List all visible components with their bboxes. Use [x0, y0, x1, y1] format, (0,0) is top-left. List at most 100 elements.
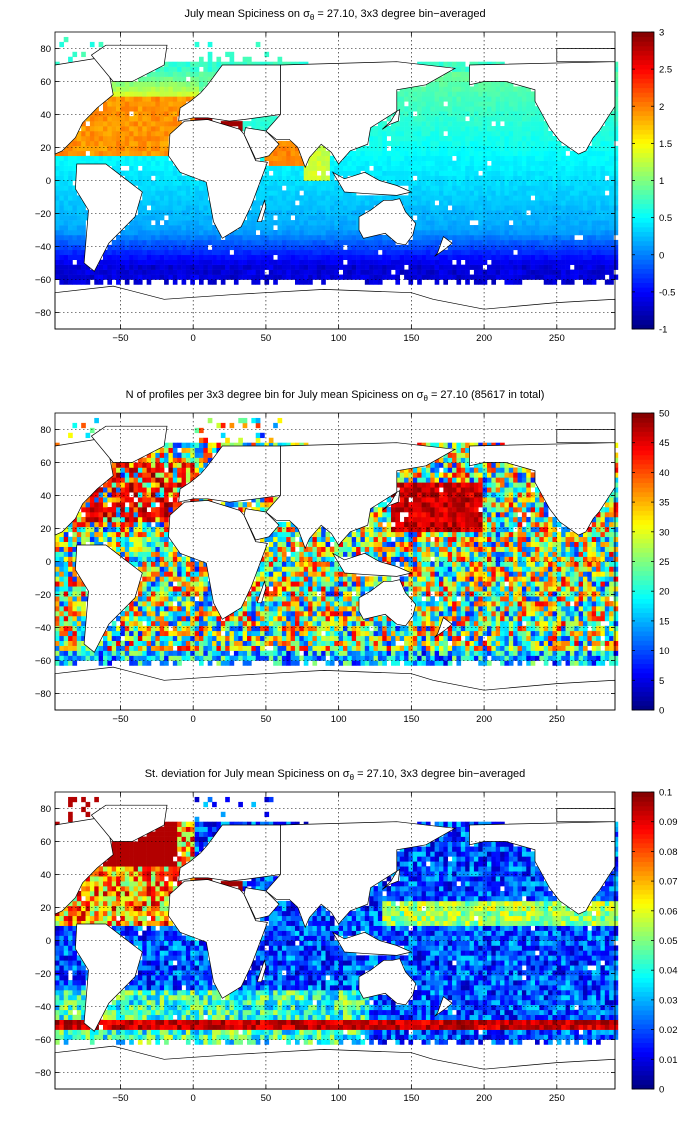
heatmap-cell: [491, 244, 497, 251]
heatmap-cell: [399, 135, 405, 142]
heatmap-cell: [164, 190, 169, 196]
heatmap-cell: [399, 111, 405, 117]
heatmap-cell: [373, 155, 379, 161]
heatmap-cell: [268, 180, 274, 186]
heatmap-cell: [168, 239, 174, 246]
heatmap-cell: [185, 225, 191, 231]
colorbar-segment: [632, 64, 654, 70]
heatmap-cell: [526, 234, 531, 241]
heatmap-cell: [264, 230, 270, 236]
heatmap-cell: [473, 210, 479, 216]
heatmap-cell: [242, 239, 248, 246]
heatmap-cell: [412, 259, 418, 265]
y-tick-label: −60: [35, 275, 51, 286]
heatmap-cell: [116, 140, 121, 147]
heatmap-cell: [552, 175, 558, 181]
heatmap-cell: [452, 111, 457, 117]
heatmap-cell: [142, 150, 147, 157]
heatmap-cell: [260, 640, 265, 646]
heatmap-cell: [425, 96, 431, 102]
heatmap-cell: [408, 140, 414, 147]
heatmap-cell: [373, 165, 379, 171]
heatmap-cell: [124, 150, 130, 157]
heatmap-cell: [120, 254, 126, 260]
heatmap-cell: [561, 160, 566, 166]
heatmap-cell: [491, 220, 497, 226]
heatmap-cell: [443, 150, 449, 157]
heatmap-cell: [321, 244, 326, 251]
heatmap-cell: [107, 640, 113, 646]
heatmap-cell: [504, 630, 510, 637]
heatmap-cell: [103, 640, 108, 646]
heatmap-cell: [81, 215, 86, 221]
heatmap-cell: [76, 220, 82, 226]
heatmap-cell: [207, 269, 213, 275]
heatmap-cell: [556, 180, 562, 186]
heatmap-cell: [107, 106, 113, 112]
heatmap-cell: [395, 625, 401, 632]
heatmap-cell: [517, 190, 523, 196]
heatmap-cell: [116, 630, 121, 637]
heatmap-cell: [386, 264, 392, 270]
heatmap-cell: [443, 249, 449, 256]
heatmap-cell: [85, 160, 91, 166]
heatmap-cell: [526, 96, 531, 102]
heatmap-cell: [399, 155, 405, 161]
heatmap-cell: [299, 254, 305, 260]
heatmap-cell: [190, 116, 195, 122]
heatmap-cell: [168, 185, 174, 191]
heatmap-cell: [539, 239, 545, 246]
heatmap-cell: [404, 170, 409, 176]
heatmap-cell: [613, 76, 619, 82]
heatmap-cell: [609, 269, 614, 275]
heatmap-cell: [412, 640, 418, 646]
heatmap-cell: [316, 234, 322, 241]
heatmap-cell: [133, 160, 139, 166]
heatmap-cell: [107, 145, 113, 152]
heatmap-cell: [146, 215, 152, 221]
heatmap-cell: [98, 135, 104, 142]
heatmap-cell: [159, 225, 165, 231]
heatmap-cell: [543, 645, 549, 651]
heatmap-cell: [137, 160, 143, 166]
heatmap-cell: [521, 234, 527, 241]
heatmap-cell: [334, 195, 339, 201]
heatmap-cell: [412, 210, 418, 216]
heatmap-cell: [404, 205, 409, 211]
colorbar-segment: [632, 254, 654, 260]
heatmap-cell: [548, 225, 553, 231]
heatmap-cell: [425, 126, 431, 132]
heatmap-cell: [260, 225, 265, 231]
heatmap-cell: [164, 225, 169, 231]
heatmap-cell: [168, 210, 174, 216]
heatmap-cell: [146, 244, 152, 251]
heatmap-cell: [604, 220, 610, 226]
heatmap-cell: [68, 259, 73, 265]
heatmap-cell: [609, 249, 614, 256]
heatmap-cell: [55, 244, 60, 251]
heatmap-cell: [521, 625, 527, 632]
heatmap-cell: [469, 640, 475, 646]
heatmap-cell: [539, 170, 545, 176]
heatmap-cell: [578, 640, 584, 646]
heatmap-cell: [425, 650, 431, 656]
heatmap-cell: [421, 239, 427, 246]
heatmap-cell: [177, 254, 182, 260]
heatmap-cell: [116, 121, 121, 127]
heatmap-cell: [565, 220, 571, 226]
heatmap-cell: [456, 131, 462, 137]
heatmap-cell: [63, 264, 69, 270]
heatmap-cell: [508, 225, 514, 231]
heatmap-cell: [561, 190, 566, 196]
heatmap-cell: [613, 195, 619, 201]
heatmap-cell: [260, 254, 265, 260]
heatmap-cell: [59, 195, 65, 201]
heatmap-cell: [356, 645, 361, 651]
heatmap-cell: [395, 170, 401, 176]
heatmap-cell: [107, 254, 113, 260]
heatmap-cell: [137, 150, 143, 157]
heatmap-cell: [212, 249, 217, 256]
heatmap-cell: [391, 160, 396, 166]
heatmap-cell: [530, 116, 536, 122]
heatmap-cell: [247, 61, 252, 67]
